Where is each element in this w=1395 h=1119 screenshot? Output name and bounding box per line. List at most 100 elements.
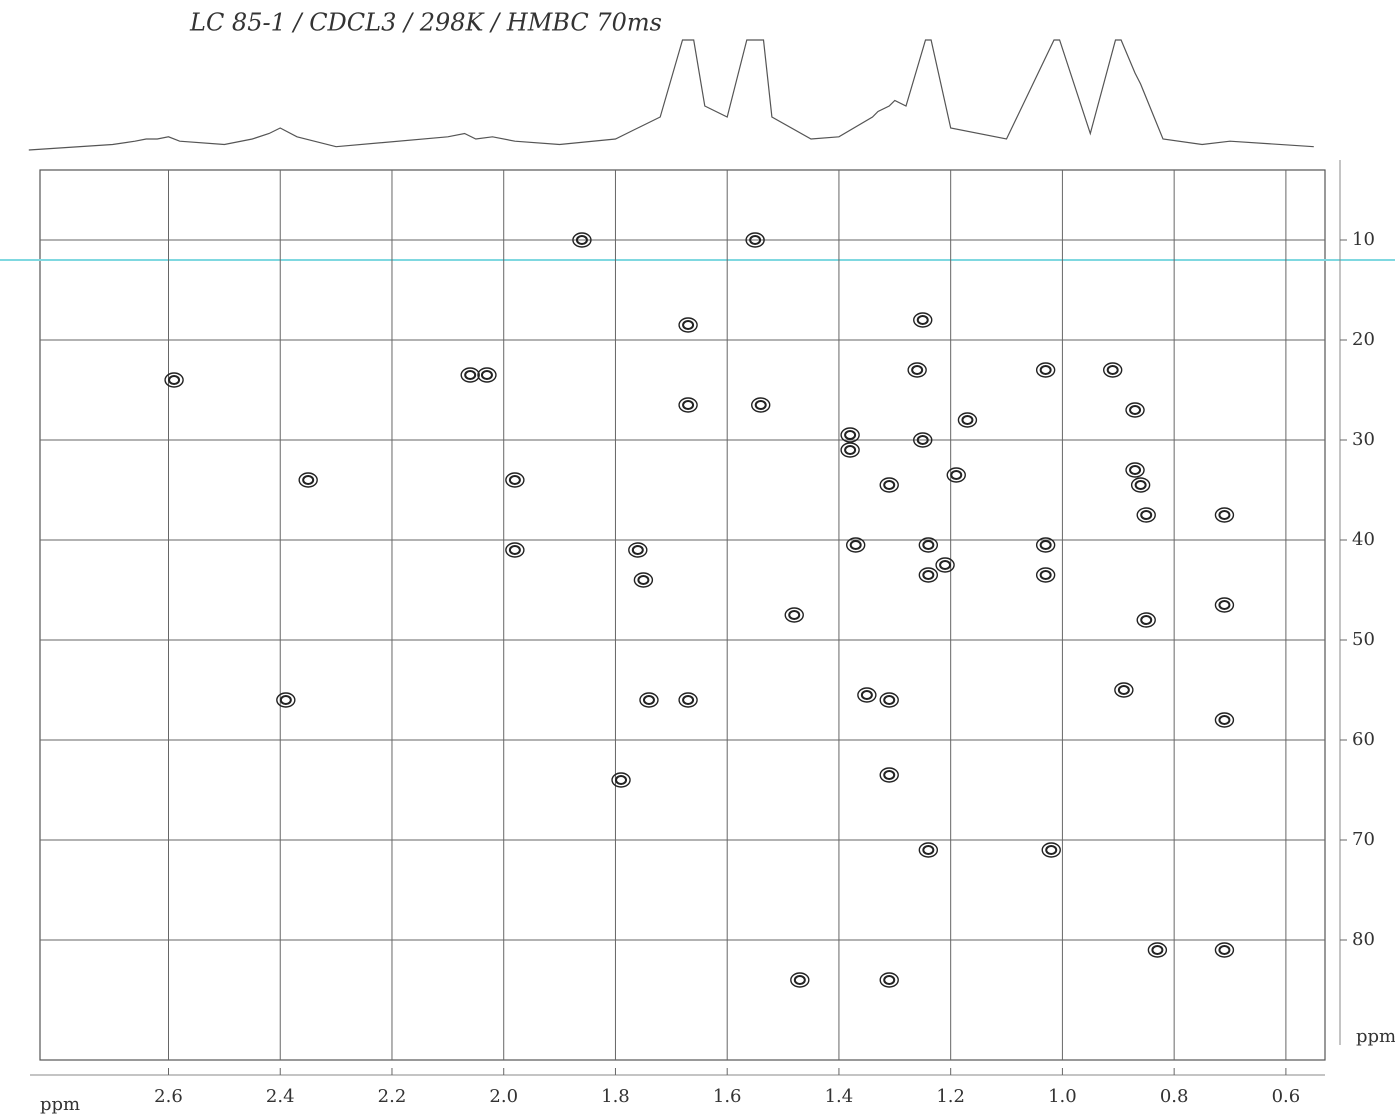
cross-peak	[615, 775, 628, 785]
x-tick-label: 0.8	[1160, 1086, 1189, 1107]
cross-peak	[845, 537, 866, 553]
cross-peak	[879, 477, 899, 493]
cross-peak	[784, 607, 804, 623]
cross-peak	[1039, 570, 1052, 580]
cross-peak	[678, 397, 698, 413]
cross-peak	[1117, 685, 1130, 695]
x-tick-label: 1.4	[825, 1086, 854, 1107]
cross-peak	[1218, 715, 1231, 725]
cross-peak	[505, 472, 525, 488]
cross-peak	[1125, 462, 1145, 478]
cross-peak	[682, 400, 695, 410]
cross-peak	[883, 695, 896, 705]
y-tick-label: 30	[1352, 429, 1375, 450]
cross-peak	[1114, 682, 1134, 698]
cross-peak	[477, 367, 497, 383]
cross-peak	[1130, 477, 1151, 493]
chart-title: LC 85-1 / CDCL3 / 298K / HMBC 70ms	[189, 9, 662, 37]
cross-peak	[1039, 540, 1052, 550]
cross-peak	[1129, 405, 1142, 415]
x-tick-label: 0.6	[1272, 1086, 1301, 1107]
cross-peak	[879, 692, 899, 708]
cross-peak	[913, 312, 933, 328]
cross-peak	[460, 367, 480, 383]
cross-peak	[883, 975, 896, 985]
cross-peak	[628, 542, 648, 558]
cross-peak	[505, 542, 525, 558]
cross-peak	[1214, 942, 1235, 958]
cross-peak	[639, 692, 659, 708]
cross-peak	[922, 845, 935, 855]
y-tick-label: 10	[1352, 229, 1375, 250]
cross-peak	[1151, 945, 1164, 955]
cross-peak	[276, 692, 296, 708]
cross-peak	[302, 475, 315, 485]
cross-peak	[907, 362, 927, 378]
cross-peak	[1214, 507, 1235, 523]
cross-peak	[1041, 842, 1061, 858]
cross-peak	[631, 545, 644, 555]
plot-frame	[39, 169, 1326, 1061]
y-axis-label: ppm	[1356, 1026, 1395, 1047]
cross-peak	[879, 767, 899, 783]
cross-peak	[1218, 600, 1231, 610]
cross-peak	[164, 372, 184, 388]
cross-peak	[883, 480, 896, 490]
cross-peak	[946, 467, 966, 483]
cross-peak	[1140, 510, 1153, 520]
cross-peak	[844, 430, 857, 440]
y-tick-label: 50	[1352, 629, 1375, 650]
cross-peak	[844, 445, 857, 455]
x-tick-label: 1.2	[936, 1086, 965, 1107]
cross-peak	[1102, 362, 1123, 378]
cross-peak	[682, 320, 695, 330]
cross-peak	[745, 232, 765, 248]
cross-peak	[922, 540, 935, 550]
cross-peak	[637, 575, 650, 585]
cross-peak	[1147, 942, 1168, 958]
cross-peak	[788, 610, 801, 620]
cross-peak	[682, 695, 695, 705]
cross-peak	[793, 975, 806, 985]
cross-peak	[480, 370, 493, 380]
cross-peak	[922, 570, 935, 580]
cross-peak	[754, 400, 767, 410]
cross-peak	[1035, 567, 1056, 583]
cross-peak	[1125, 402, 1145, 418]
cross-peak	[749, 235, 762, 245]
cross-peak	[916, 315, 929, 325]
cross-peak	[464, 370, 477, 380]
cross-peak	[961, 415, 974, 425]
x-tick-label: 1.8	[601, 1086, 630, 1107]
cross-peak	[572, 232, 592, 248]
cross-peak	[957, 412, 978, 428]
cross-peak	[840, 427, 860, 443]
cross-peak	[1136, 507, 1156, 523]
y-tick-label: 20	[1352, 329, 1375, 350]
cross-peak	[575, 235, 588, 245]
cross-peak	[1214, 712, 1235, 728]
cross-peak	[1106, 365, 1119, 375]
cross-peak	[508, 545, 521, 555]
cross-peak	[849, 540, 862, 550]
cross-peak	[911, 365, 924, 375]
cross-peak	[879, 972, 899, 988]
cross-peak	[1045, 845, 1058, 855]
cross-peak	[1218, 945, 1231, 955]
cross-peak	[1136, 612, 1156, 628]
cross-peak	[642, 695, 655, 705]
cross-peak	[1218, 510, 1231, 520]
cross-peak	[857, 687, 877, 703]
x-tick-label: 2.6	[154, 1086, 183, 1107]
cross-peak	[611, 772, 631, 788]
cross-peak	[916, 435, 929, 445]
x-tick-label: 1.6	[713, 1086, 742, 1107]
x-tick-label: 2.2	[378, 1086, 407, 1107]
x-tick-label: 2.4	[266, 1086, 295, 1107]
x-tick-label: 2.0	[489, 1086, 518, 1107]
cross-peak	[751, 397, 771, 413]
cross-peak	[1035, 362, 1056, 378]
cross-peak	[1140, 615, 1153, 625]
x-axis-label: ppm	[40, 1094, 80, 1115]
